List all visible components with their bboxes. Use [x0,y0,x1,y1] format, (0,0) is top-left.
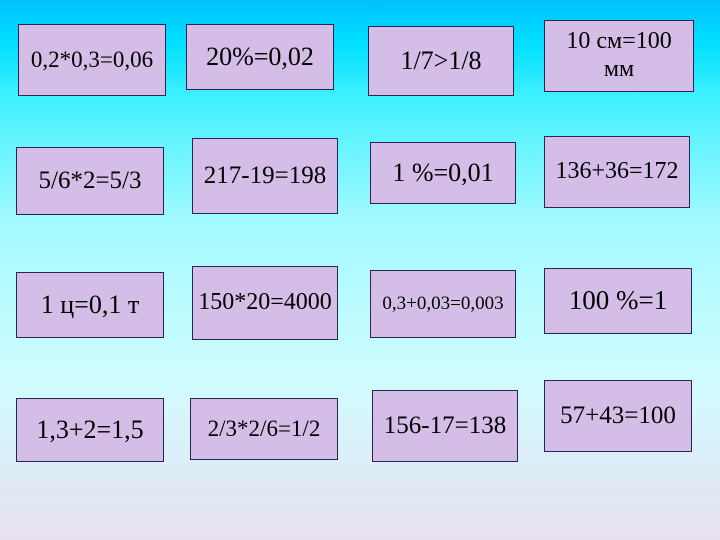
card-text: 2/3*2/6=1/2 [208,416,321,442]
math-card-r2c2: 217-19=198 [192,138,338,214]
math-card-r1c1: 0,2*0,3=0,06 [18,24,166,96]
math-card-r2c4: 136+36=172 [544,136,690,208]
card-text: 0,2*0,3=0,06 [31,47,153,73]
card-text: 1 %=0,01 [392,158,493,188]
math-card-r2c3: 1 %=0,01 [370,142,516,204]
card-text: 10 см=100 мм [549,28,689,83]
math-card-r1c4: 10 см=100 мм [544,20,694,92]
math-card-r1c3: 1/7>1/8 [368,26,514,96]
card-text: 1 ц=0,1 т [41,290,139,320]
card-text: 5/6*2=5/3 [39,167,142,196]
card-text: 57+43=100 [560,402,676,431]
math-card-r4c2: 2/3*2/6=1/2 [190,398,338,460]
card-text: 1,3+2=1,5 [36,415,143,445]
math-card-r3c2: 150*20=4000 [192,266,338,340]
card-text: 136+36=172 [555,158,678,186]
card-text: 100 %=1 [569,285,667,316]
card-text: 217-19=198 [204,162,326,191]
card-text: 150*20=4000 [198,289,332,317]
card-text: 156-17=138 [384,412,506,441]
math-card-r2c1: 5/6*2=5/3 [16,147,164,215]
card-grid: 0,2*0,3=0,06 20%=0,02 1/7>1/8 10 см=100 … [0,0,720,540]
math-card-r1c2: 20%=0,02 [186,24,334,90]
card-text: 1/7>1/8 [400,46,481,76]
math-card-r4c1: 1,3+2=1,5 [16,398,164,462]
math-card-r4c3: 156-17=138 [372,390,518,462]
math-card-r3c3: 0,3+0,03=0,003 [370,270,516,338]
card-text: 20%=0,02 [206,42,314,72]
math-card-r3c4: 100 %=1 [544,268,692,334]
card-text: 0,3+0,03=0,003 [382,293,503,315]
math-card-r3c1: 1 ц=0,1 т [16,272,164,338]
math-card-r4c4: 57+43=100 [544,380,692,452]
